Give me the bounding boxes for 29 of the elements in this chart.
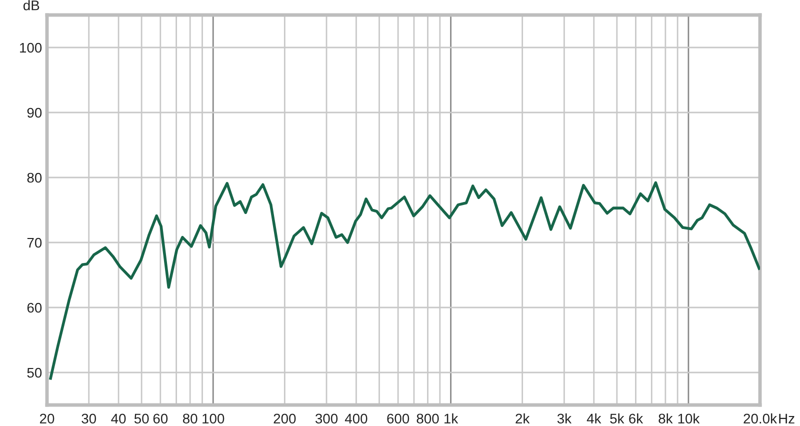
y-tick-label: 60 <box>27 302 42 313</box>
x-tick-label: 400 <box>344 414 368 424</box>
x-tick-label: 3k <box>557 413 572 424</box>
x-tick-label: 20.0k <box>744 413 778 424</box>
x-tick-label: 6k <box>629 413 644 424</box>
x-tick-label: 80 <box>182 414 198 424</box>
x-tick-label: 300 <box>315 414 338 424</box>
y-tick-label: 80 <box>27 172 42 183</box>
x-tick-label: 60 <box>153 414 168 424</box>
x-tick-label: 20 <box>40 414 54 424</box>
x-tick-label: 8k <box>658 413 673 424</box>
x-tick-label: 800 <box>416 414 439 424</box>
x-axis-title: Hz <box>779 414 794 424</box>
x-tick-label: 30 <box>82 414 96 424</box>
x-tick-label: 2k <box>516 413 530 424</box>
y-tick-label: 90 <box>27 108 42 118</box>
x-tick-label: 10k <box>678 413 700 424</box>
x-tick-label: 1k <box>444 413 458 424</box>
x-tick-label: 600 <box>387 414 410 424</box>
x-tick-label: 4k <box>586 413 602 424</box>
x-tick-label: 100 <box>202 414 224 424</box>
x-tick-label: 50 <box>134 414 149 424</box>
y-tick-label: 50 <box>27 368 42 378</box>
x-tick-label: 5k <box>610 413 624 424</box>
x-tick-label: 40 <box>111 414 126 424</box>
x-tick-label: 200 <box>274 414 296 424</box>
y-axis-title: dB <box>23 0 40 10</box>
y-tick-label: 70 <box>27 238 42 248</box>
y-tick-label: 100 <box>20 42 42 53</box>
